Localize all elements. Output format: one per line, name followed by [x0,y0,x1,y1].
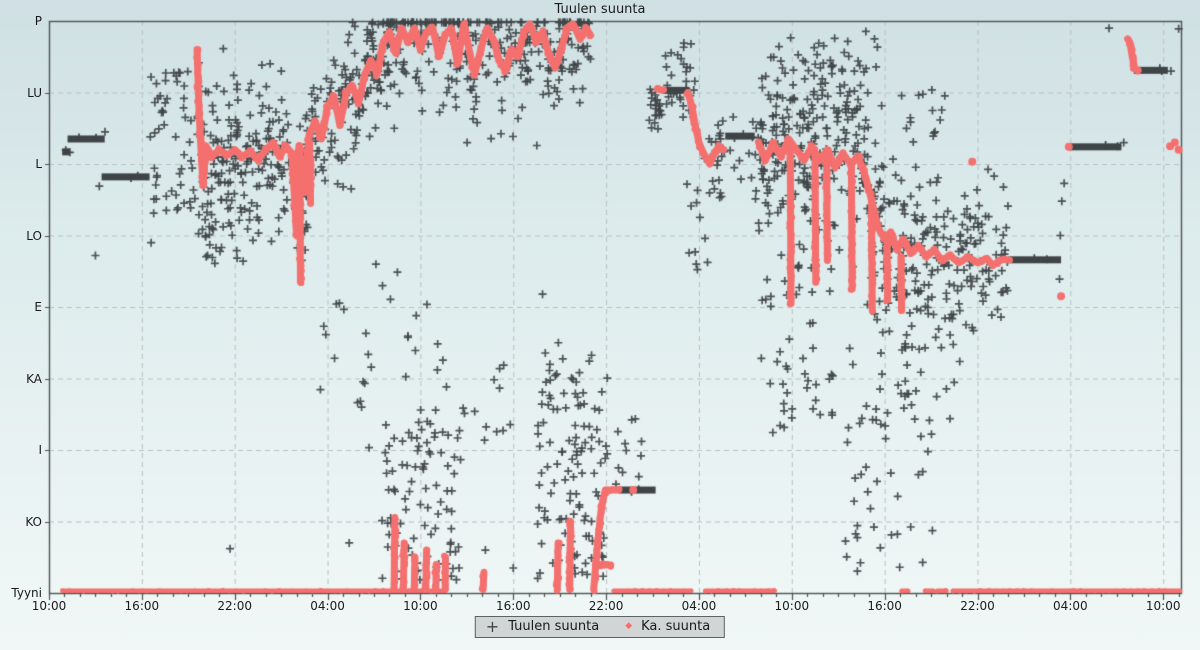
x-axis-label: 04:00 [1053,599,1088,613]
x-axis-label: 10:00 [403,599,438,613]
plus-marker-icon: + [485,616,500,636]
y-axis-label: KA [26,371,42,386]
x-axis-label: 22:00 [217,599,252,613]
legend: + Tuulen suunta ◆ Ka. suunta [474,616,726,638]
legend-item-avg: ◆ Ka. suunta [625,619,710,634]
y-axis-label: P [34,14,42,28]
x-axis-label: 16:00 [867,599,902,613]
x-axis-label: 16:00 [124,599,160,613]
x-axis-label: 04:00 [310,599,345,613]
y-axis-label: Tyyni [11,586,42,600]
x-axis-label: 04:00 [681,599,717,613]
y-axis-label: LO [26,228,42,243]
diamond-marker-icon: ◆ [625,621,633,631]
y-axis-label: I [38,443,42,457]
y-axis-label: KO [25,514,42,529]
x-axis-label: 22:00 [588,599,624,613]
x-axis-label: 10:00 [31,599,67,613]
y-axis-label: E [34,300,42,314]
legend-item-wind: + Tuulen suunta [485,616,600,636]
y-axis-label: L [35,157,42,171]
x-axis-label: 22:00 [960,599,995,613]
x-axis-label: 16:00 [495,599,531,613]
y-axis-label: LU [27,85,42,100]
legend-label-wind: Tuulen suunta [508,619,600,634]
legend-label-avg: Ka. suunta [641,619,711,634]
x-axis-label: 10:00 [774,599,810,613]
x-axis-label: 10:00 [1145,599,1181,613]
